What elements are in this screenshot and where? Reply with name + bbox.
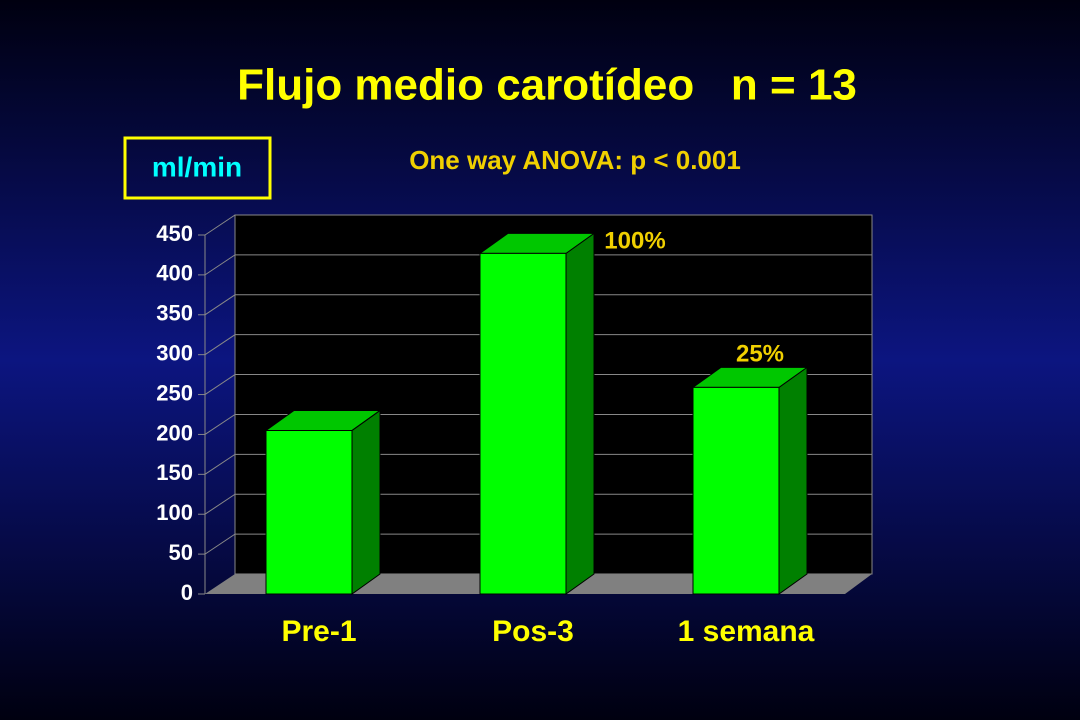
- bar-side: [778, 366, 808, 595]
- bar-front: [479, 252, 567, 595]
- subtitle: One way ANOVA: p < 0.001: [409, 145, 741, 175]
- y-tick-label: 350: [156, 301, 193, 326]
- bar-front: [265, 429, 353, 595]
- grid-line: [204, 334, 872, 356]
- y-tick-label: 300: [156, 340, 193, 365]
- bar-side: [565, 232, 595, 595]
- x-tick-label: Pos-3: [492, 615, 574, 648]
- grid-line: [204, 214, 872, 236]
- bar: [478, 232, 596, 595]
- grid-line: [204, 493, 872, 515]
- grid-line: [204, 254, 872, 276]
- x-tick-label: 1 semana: [678, 615, 815, 648]
- annotation: 25%: [736, 340, 784, 367]
- grid-line: [204, 294, 872, 316]
- bar-side: [351, 409, 381, 595]
- y-tick-label: 100: [156, 500, 193, 525]
- y-tick-label: 450: [156, 221, 193, 246]
- grid-line: [204, 374, 872, 395]
- chart-title: Flujo medio carotídeo n = 13: [237, 61, 857, 110]
- bar-front: [692, 386, 780, 595]
- y-tick-label: 150: [156, 460, 193, 485]
- bar: [264, 409, 382, 595]
- grid-line: [204, 533, 872, 555]
- y-axis-label: ml/min: [152, 151, 242, 182]
- grid-line: [204, 413, 872, 435]
- annotation: 100%: [604, 227, 665, 254]
- y-tick-label: 200: [156, 420, 193, 445]
- y-tick-label: 250: [156, 380, 193, 405]
- unit-box: [123, 136, 272, 200]
- x-tick-label: Pre-1: [281, 615, 356, 648]
- y-tick-label: 0: [181, 580, 193, 605]
- bar: [691, 366, 809, 595]
- y-tick-label: 400: [156, 261, 193, 286]
- y-tick-label: 50: [169, 540, 193, 565]
- grid-line: [204, 453, 872, 475]
